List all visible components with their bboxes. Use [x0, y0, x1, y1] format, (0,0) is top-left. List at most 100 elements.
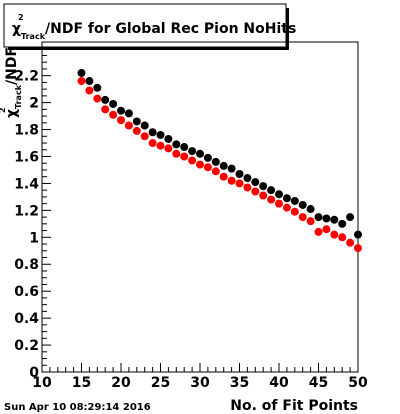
data-point-series-1 [156, 130, 165, 139]
y-axis-title-exponent: 2 [0, 107, 7, 113]
y-tick-label: 1.6 [14, 149, 39, 165]
y-tick-label: 0.4 [14, 311, 39, 327]
data-point-series-2 [140, 132, 149, 141]
data-point-series-2 [180, 152, 189, 161]
data-point-series-2 [322, 225, 331, 234]
y-tick-label: 0.8 [14, 257, 39, 273]
data-point-series-2 [196, 160, 204, 169]
data-point-series-1 [290, 196, 299, 205]
y-tick-label: 1.4 [14, 176, 39, 192]
y-tick-label: 0.2 [14, 338, 39, 354]
data-point-series-1 [354, 230, 362, 239]
y-tick-labels: 0 0.2 0.4 0.6 0.8 1 1.2 1.4 1.6 1.8 2 2.2 [14, 69, 39, 381]
y-tick-label: 1 [29, 230, 39, 246]
data-point-series-1 [306, 205, 315, 214]
data-point-series-2 [290, 207, 299, 216]
data-point-series-1 [148, 128, 157, 137]
data-point-series-2 [235, 179, 244, 188]
x-tick-label: 45 [309, 375, 328, 391]
data-point-series-1 [164, 134, 173, 143]
data-point-series-1 [101, 95, 110, 104]
data-point-series-2 [282, 203, 291, 212]
x-tick-label: 25 [151, 375, 170, 391]
data-point-series-1 [227, 164, 236, 173]
data-point-series-1 [338, 219, 347, 228]
y-tick-label: 2 [29, 96, 39, 112]
data-point-series-2 [164, 144, 173, 153]
y-tick-label: 0 [29, 365, 39, 381]
data-point-series-1 [330, 215, 339, 224]
data-point-series-2 [314, 227, 323, 236]
data-point-series-1 [124, 109, 133, 118]
x-tick-label: 35 [230, 375, 249, 391]
data-point-series-2 [211, 167, 220, 176]
data-point-series-2 [227, 176, 236, 185]
x-tick-label: 20 [111, 375, 131, 391]
data-point-series-2 [85, 86, 94, 95]
data-point-series-2 [275, 199, 283, 208]
data-point-series-1 [196, 149, 204, 158]
y-axis-title: χTrack/NDF 2 [0, 47, 23, 118]
data-point-series-1 [346, 213, 355, 222]
chart-title-box: χTrack/NDF for Global Rec Pion NoHits 2 [3, 3, 296, 50]
data-point-series-1 [180, 143, 189, 152]
x-tick-label: 10 [32, 375, 52, 391]
svg-text:χTrack/NDF: χTrack/NDF [4, 47, 23, 118]
data-point-series-2 [93, 94, 102, 103]
data-point-series-2 [219, 172, 228, 181]
data-point-series-2 [109, 110, 118, 119]
data-point-series-2 [306, 217, 315, 226]
data-point-series-1 [243, 174, 252, 183]
data-point-series-1 [322, 214, 331, 223]
chart-title-exponent: 2 [18, 13, 24, 22]
data-point-series-2 [330, 230, 339, 239]
data-point-series-2 [267, 195, 276, 204]
x-axis-title: No. of Fit Points [230, 398, 358, 414]
x-tick-labels: 10 15 20 25 30 35 40 45 50 [32, 375, 368, 391]
data-point-series-2 [148, 139, 157, 148]
data-point-series-1 [132, 117, 141, 126]
data-point-series-2 [156, 141, 165, 150]
x-tick-label: 50 [348, 375, 368, 391]
data-point-series-2 [251, 187, 260, 196]
data-point-series-2 [243, 183, 252, 192]
data-point-series-1 [275, 190, 283, 199]
data-point-series-1 [298, 200, 307, 209]
data-point-series-2 [132, 126, 141, 135]
x-tick-label: 40 [269, 375, 289, 391]
data-point-series-1 [267, 186, 276, 195]
data-point-series-1 [85, 77, 94, 86]
y-tick-label: 0.6 [14, 284, 39, 300]
x-tick-label: 30 [190, 375, 210, 391]
data-point-series-1 [93, 83, 102, 92]
y-tick-label: 2.2 [14, 69, 39, 85]
data-point-series-1 [259, 182, 268, 191]
data-point-series-1 [172, 140, 181, 149]
data-point-series-2 [259, 191, 268, 200]
axis-ticks [41, 41, 359, 373]
data-point-series-1 [203, 153, 212, 162]
data-point-series-2 [203, 163, 212, 172]
data-point-series-1 [109, 99, 118, 108]
data-point-series-1 [219, 161, 228, 170]
x-tick-label: 15 [72, 375, 91, 391]
data-point-series-1 [117, 106, 125, 115]
data-point-series-2 [338, 233, 347, 242]
data-point-series-1 [211, 157, 220, 166]
data-point-series-2 [77, 77, 86, 86]
data-point-series-1 [77, 68, 86, 77]
data-point-series-2 [117, 116, 125, 125]
data-point-series-1 [282, 194, 291, 203]
data-point-series-2 [124, 121, 133, 130]
data-point-series-2 [172, 149, 181, 158]
data-point-series-2 [188, 156, 197, 165]
data-point-series-2 [298, 213, 307, 222]
data-point-series-2 [354, 244, 362, 253]
data-point-series-1 [314, 213, 323, 222]
data-point-series-1 [235, 170, 244, 178]
timestamp: Sun Apr 10 08:29:14 2016 [4, 402, 151, 413]
data-point-series-1 [251, 178, 260, 187]
data-point-series-2 [101, 105, 110, 114]
y-tick-label: 1.8 [14, 123, 39, 139]
